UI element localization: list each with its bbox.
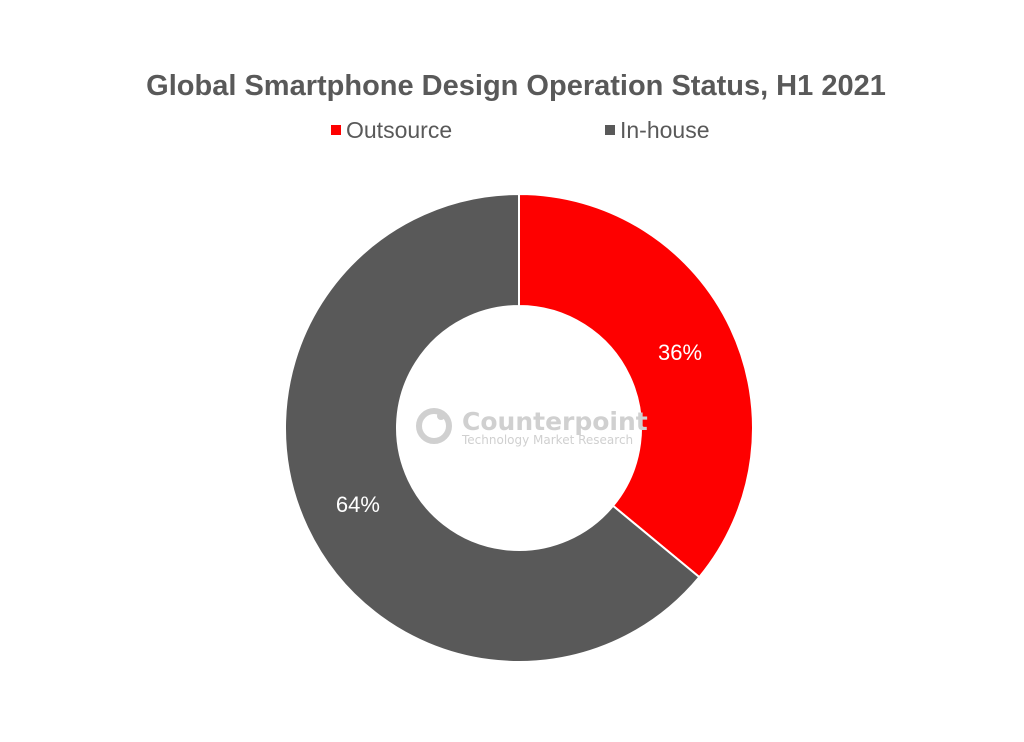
legend: Outsource In-house: [331, 117, 710, 143]
watermark-logo: Counterpoint Technology Market Research: [416, 407, 648, 447]
counterpoint-logo-icon: [416, 408, 452, 444]
data-labels: 36% 64%: [336, 340, 702, 517]
watermark-name: Counterpoint: [462, 407, 648, 436]
legend-swatch-outsource: [331, 125, 341, 135]
slice-outsource: [518, 192, 754, 579]
watermark-tagline: Technology Market Research: [461, 433, 633, 447]
legend-swatch-in-house: [605, 125, 615, 135]
data-label-outsource: 36%: [658, 340, 702, 365]
legend-label-in-house: In-house: [620, 117, 710, 143]
slice-in-house: [284, 192, 701, 663]
legend-label-outsource: Outsource: [346, 117, 452, 143]
donut-slices: [284, 192, 754, 663]
chart-title: Global Smartphone Design Operation Statu…: [146, 70, 886, 102]
data-label-in-house: 64%: [336, 492, 380, 517]
